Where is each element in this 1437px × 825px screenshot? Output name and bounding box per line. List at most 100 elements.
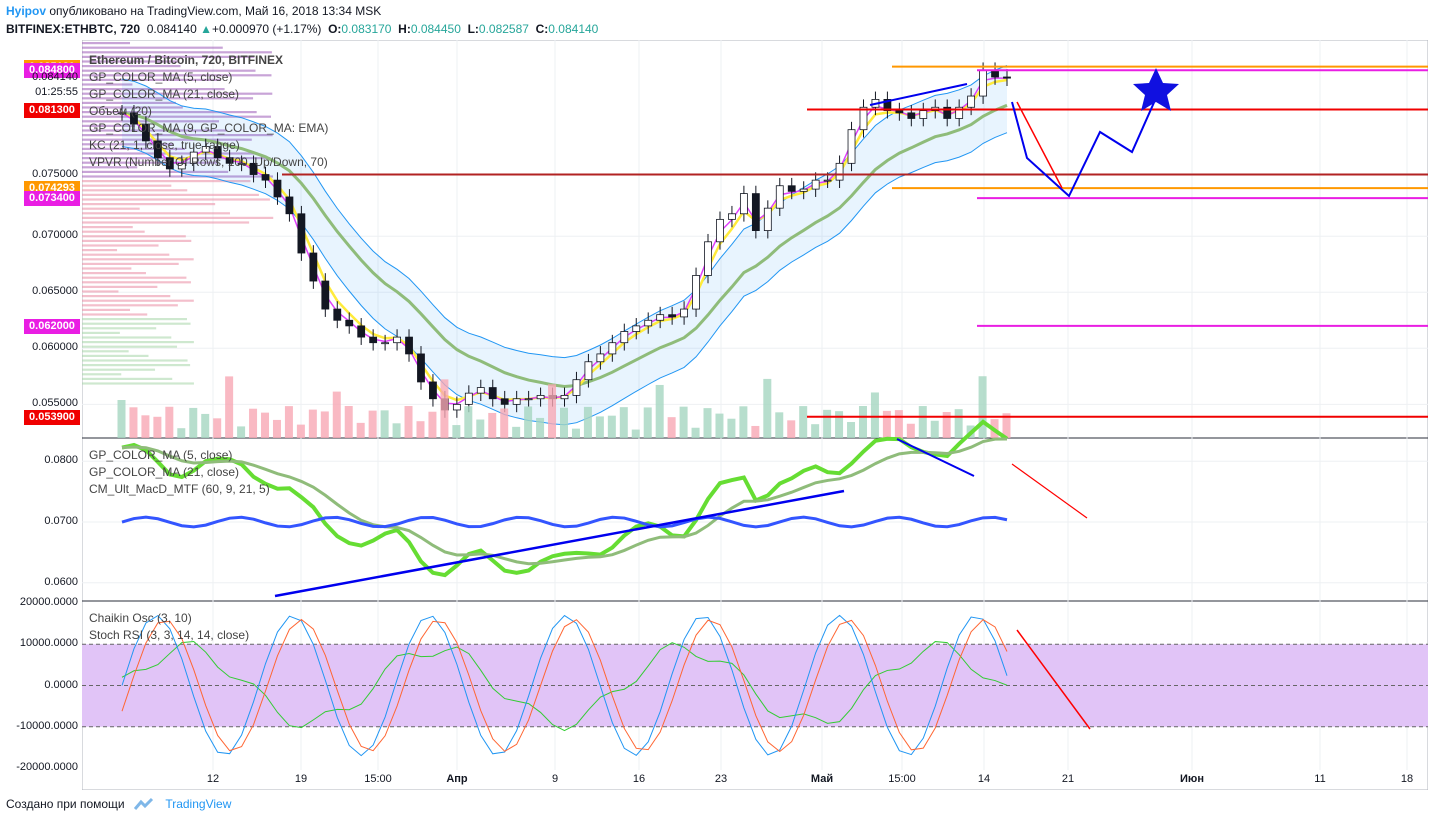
countdown-tick: 01:25:55 [35,85,78,98]
candle-body [333,308,342,321]
volume-bar [284,406,293,438]
volume-bar [536,417,545,438]
candle-body [763,207,772,231]
price-scale[interactable]: 0.0851300.0848000.0813000.0742930.073400… [0,40,82,790]
vpvr-bar [82,161,218,164]
candle-body [584,361,593,381]
volume-bar [129,407,138,438]
vpvr-bar [82,83,133,86]
time-tick: 12 [206,773,220,785]
volume-bar [249,408,258,438]
vpvr-bar [82,249,118,252]
vpvr-bar [82,60,179,63]
candle-body [823,179,832,182]
candle-body [835,162,844,181]
vpvr-bar [82,239,192,242]
candle-body [632,325,641,332]
osc-tick: 0.0000 [44,678,78,691]
volume-bar [571,428,580,438]
osc-tick: 20000.0000 [19,596,78,608]
vpvr-bar [82,226,133,229]
main-pane[interactable] [82,42,1428,438]
volume-bar [727,418,736,438]
volume-bar [882,410,891,438]
macd-tick: 0.0600 [44,575,78,588]
vpvr-bar [82,345,178,348]
volume-bar [942,412,951,438]
bearish-arrow [1016,629,1091,730]
candle-body [321,280,330,310]
oscillator-pane[interactable] [82,614,1428,757]
time-tick: 19 [294,773,308,785]
stoch-d-line [121,618,1008,753]
volume-bar [978,376,987,438]
macd-fast-line [121,419,1009,578]
vpvr-bar [82,350,129,353]
candle-body [189,151,198,164]
volume-bar [823,409,832,438]
volume-bar [488,412,497,438]
price-tick: 0.055000 [32,397,78,410]
candle-body [560,394,569,400]
volume-bar [428,411,437,438]
vpvr-bar [82,189,188,192]
vpvr-bar [82,221,250,224]
close-label: C: [535,22,549,36]
volume-bar [763,378,772,438]
volume-bar [189,407,198,438]
tradingview-link[interactable]: TradingView [165,797,232,811]
time-tick: Май [810,773,834,785]
candle-body [751,193,760,231]
volume-bar [739,406,748,438]
time-tick: 9 [551,773,559,785]
candle-body [739,193,748,215]
publish-header: Hyipov опубликовано на TradingView.com, … [6,4,381,18]
macd-tick: 0.0800 [44,454,78,467]
osc-tick: 10000.0000 [19,637,78,650]
vpvr-bar [82,299,194,302]
candle-body [919,110,928,119]
volume-bar [524,406,533,438]
volume-bar [787,420,796,438]
volume-bar [548,384,557,438]
volume-bar [811,424,820,438]
volume-bar [225,376,234,438]
vpvr-bar [82,359,188,362]
time-axis[interactable]: 12 19 15:00 Апр 9 16 23 Май 15:00 14 21 Июн 11 18 [82,770,1428,790]
chart-canvas[interactable]: Ethereum / Bitcoin, 720, BITFINEX GP_COLO… [82,40,1428,790]
time-tick: 23 [714,773,728,785]
main-legend-item: GP_COLOR_MA (21, close) [89,87,239,101]
candle-body [464,392,473,405]
candle-body [369,336,378,344]
macd-pane[interactable] [121,419,1009,578]
published-text: опубликовано на TradingView.com, Май 16,… [49,4,382,18]
volume-bar [715,413,724,438]
price-tick: 0.060000 [32,341,78,354]
price-badge: 0.062000 [24,318,80,334]
candle-body [417,353,425,383]
candle-body [943,106,952,119]
price-tick: 0.070000 [32,229,78,242]
time-tick: 21 [1061,773,1075,785]
author-link[interactable]: Hyipov [6,4,47,18]
volume-bar [213,418,222,438]
chaikin-line [121,640,1008,732]
time-tick: 16 [632,773,646,785]
volume-bar [679,406,688,438]
candle-body [1003,76,1011,79]
candle-body [393,336,401,344]
candle-body [811,179,820,190]
vpvr-bar [82,216,274,219]
vpvr-bar [82,69,256,72]
vpvr-bar [82,336,172,339]
price-badge: 0.053900 [24,409,80,425]
candle-body [249,162,258,175]
vpvr-bar [82,262,179,265]
candle-body [452,403,461,411]
volume-bar [452,425,461,438]
volume-bar [1002,413,1011,438]
candle-body [847,129,856,164]
vpvr-bar [82,124,135,127]
volume-bar [237,426,246,438]
vpvr-bar [82,203,216,206]
